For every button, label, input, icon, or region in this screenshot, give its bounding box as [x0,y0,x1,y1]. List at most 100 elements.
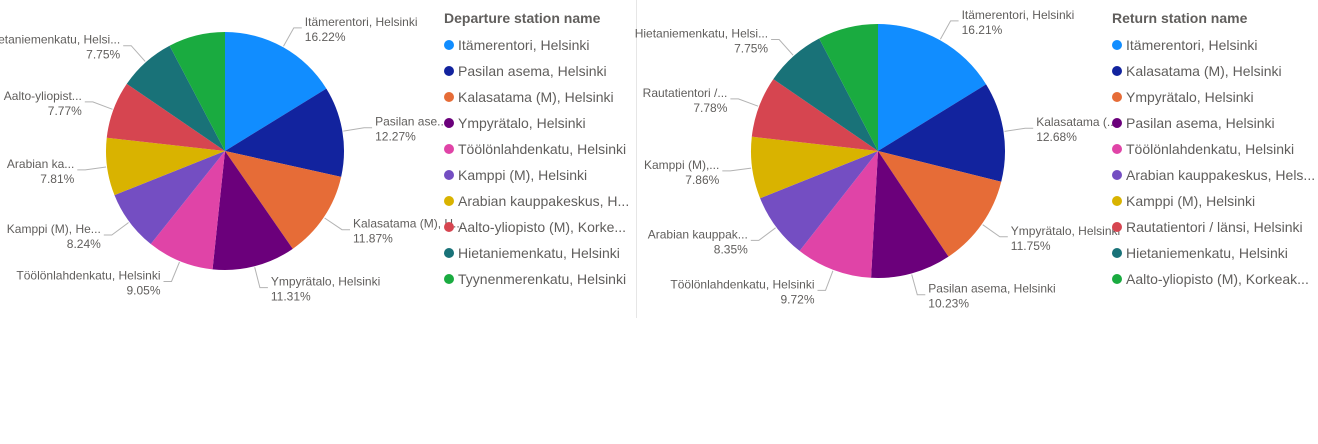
legend-item[interactable]: Töölönlahdenkatu, Helsinki [444,136,629,162]
slice-percent-label: 7.78% [693,101,727,115]
slice-name-label: Itämerentori, Helsinki [305,15,418,29]
legend-dot-icon [1112,40,1122,50]
slice-name-label: Pasilan ase... [375,115,447,129]
legend-label: Rautatientori / länsi, Helsinki [1126,219,1303,235]
legend-item[interactable]: Ympyrätalo, Helsinki [1112,84,1315,110]
legend-dot-icon [444,196,454,206]
legend-item[interactable]: Kamppi (M), Helsinki [1112,188,1315,214]
legend-label: Arabian kauppakeskus, H... [458,193,630,209]
legend-item[interactable]: Ympyrätalo, Helsinki [444,110,629,136]
label-leader-line [84,101,113,110]
legend-dot-icon [1112,222,1122,232]
legend-label: Aalto-yliopisto (M), Korkeak... [1126,271,1309,287]
slice-name-label: Kalasatama (... [1036,115,1117,129]
return-pie-panel: Itämerentori, Helsinki 16.21% Kalasatama (… [635,0,1318,318]
legend-dot-icon [1112,144,1122,154]
pie-slice[interactable] [169,32,225,151]
slice-percent-label: 8.24% [67,237,101,251]
slice-name-label: Kamppi (M), He... [7,222,101,236]
pie-slice[interactable] [114,151,225,245]
legend-item[interactable]: Hietaniemenkatu, Helsinki [444,240,629,266]
legend-dot-icon [444,118,454,128]
legend-dot-icon [444,144,454,154]
legend-item[interactable]: Rautatientori / länsi, Helsinki [1112,214,1315,240]
pie-slice[interactable] [799,151,878,278]
pie-slice[interactable] [760,151,878,251]
pie-slice[interactable] [878,151,1002,257]
pie-slice[interactable] [871,151,949,278]
pie-slice[interactable] [106,83,225,151]
legend-item[interactable]: Arabian kauppakeskus, H... [444,188,629,214]
pie-slice[interactable] [751,79,878,151]
slice-percent-label: 9.72% [780,292,814,306]
legend-dot-icon [1112,196,1122,206]
pie-slice[interactable] [225,32,327,151]
label-leader-line [939,20,959,40]
slice-percent-label: 12.27% [375,130,416,144]
legend-item[interactable]: Töölönlahdenkatu, Helsinki [1112,136,1315,162]
legend-dot-icon [444,40,454,50]
pie-slice[interactable] [150,151,225,270]
pie-slice[interactable] [225,88,345,177]
legend-item[interactable]: Itämerentori, Helsinki [444,32,629,58]
legend-item[interactable]: Itämerentori, Helsinki [1112,32,1315,58]
pie-slice[interactable] [106,137,225,196]
legend-dot-icon [1112,66,1122,76]
legend-dot-icon [444,248,454,258]
label-leader-line [771,39,794,56]
pie-slice[interactable] [212,151,293,271]
slice-name-label: Rautatientori /... [643,86,728,100]
legend-dot-icon [444,274,454,284]
legend-title: Departure station name [444,10,601,26]
legend-item[interactable]: Aalto-yliopisto (M), Korkeak... [1112,266,1315,292]
slice-percent-label: 12.68% [1036,130,1077,144]
pie-slice[interactable] [878,24,987,151]
label-leader-line [324,217,350,231]
legend-item[interactable]: Tyynenmerenkatu, Helsinki [444,266,629,292]
legend-item[interactable]: Kalasatama (M), Helsinki [444,84,629,110]
slice-percent-label: 7.81% [40,172,74,186]
legend-label: Hietaniemenkatu, Helsinki [1126,245,1288,261]
legend-label: Hietaniemenkatu, Helsinki [458,245,620,261]
legend-dot-icon [444,92,454,102]
legend-dot-icon [444,170,454,180]
pie-slice[interactable] [225,151,342,249]
pie-slice[interactable] [126,45,225,151]
label-leader-line [1004,127,1034,132]
slice-name-label: Töölönlahdenkatu, Helsinki [670,277,814,291]
legend-item[interactable]: Pasilan asema, Helsinki [444,58,629,84]
pie-slice[interactable] [773,38,878,151]
slice-percent-label: 7.75% [734,42,768,56]
legend-item[interactable]: Kamppi (M), Helsinki [444,162,629,188]
legend-dot-icon [1112,92,1122,102]
pie-slice[interactable] [878,84,1006,182]
slice-percent-label: 7.86% [685,173,719,187]
legend-label: Pasilan asema, Helsinki [458,63,607,79]
legend-label: Kalasatama (M), Helsinki [1126,63,1282,79]
slice-percent-label: 16.21% [962,23,1003,37]
legend-item[interactable]: Pasilan asema, Helsinki [1112,110,1315,136]
label-leader-line [343,127,373,132]
legend-item[interactable]: Hietaniemenkatu, Helsinki [1112,240,1315,266]
departure-pie-panel: Itämerentori, Helsinki 16.22% Pasilan ase.… [0,0,637,318]
return-legend: Return station name Itämerentori, Helsin… [1112,10,1315,292]
legend-item[interactable]: Kalasatama (M), Helsinki [1112,58,1315,84]
legend-label: Aalto-yliopisto (M), Korke... [458,219,627,235]
pie-slice[interactable] [750,136,878,199]
pie-slice[interactable] [819,24,878,151]
slice-percent-label: 7.77% [48,104,82,118]
legend-label: Pasilan asema, Helsinki [1126,115,1275,131]
legend-label: Kamppi (M), Helsinki [458,167,588,183]
label-leader-line [911,274,926,296]
slice-percent-label: 7.75% [86,48,120,62]
legend-item[interactable]: Arabian kauppakeskus, Hels... [1112,162,1315,188]
slice-percent-label: 11.87% [353,232,393,246]
slice-name-label: Aalto-yliopist... [4,89,82,103]
legend-item[interactable]: Aalto-yliopisto (M), Korke... [444,214,629,240]
slice-percent-label: 11.31% [271,290,311,304]
legend-dot-icon [1112,274,1122,284]
slice-name-label: Itämerentori, Helsinki [962,8,1075,22]
label-leader-line [817,270,834,291]
